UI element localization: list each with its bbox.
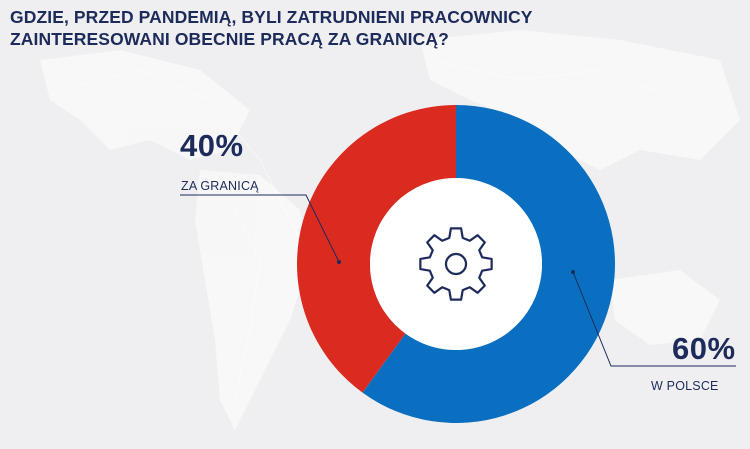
- chart-title: GDZIE, PRZED PANDEMIĄ, BYLI ZATRUDNIENI …: [10, 6, 610, 50]
- slice-poland: [362, 105, 615, 423]
- chart-title-line-1: GDZIE, PRZED PANDEMIĄ, BYLI ZATRUDNIENI …: [10, 7, 533, 27]
- value-label-abroad: 40%: [180, 128, 244, 163]
- value-label-poland: 60%: [672, 331, 736, 366]
- leader-line-poland: [572, 271, 736, 367]
- donut-slices: [297, 104, 615, 423]
- leader-line-abroad: [180, 194, 340, 263]
- chart-title-line-2: ZAINTERESOWANI OBECNIE PRACĄ ZA GRANICĄ?: [10, 29, 449, 49]
- gear-icon: [419, 227, 493, 301]
- category-label-poland: W POLSCE: [651, 379, 719, 393]
- leader-lines: [180, 194, 736, 367]
- leader-dot-poland: [571, 270, 575, 274]
- donut-hole: [370, 178, 542, 350]
- slice-abroad: [297, 104, 456, 393]
- category-label-abroad: ZA GRANICĄ: [181, 179, 259, 193]
- leader-dot-abroad: [337, 260, 341, 264]
